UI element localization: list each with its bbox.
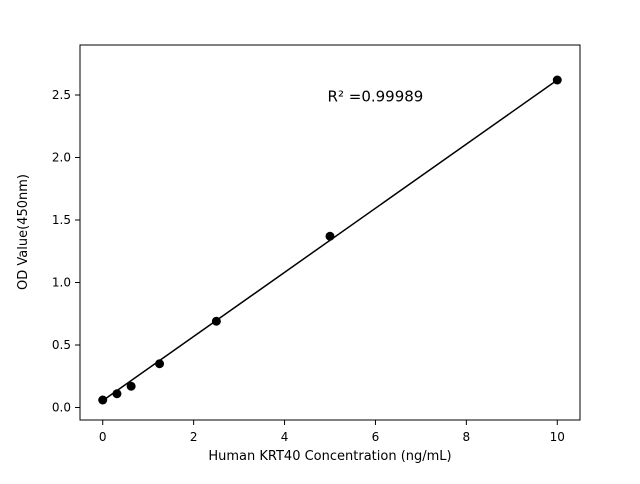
x-tick-label: 10 — [550, 430, 565, 444]
data-point — [155, 359, 165, 369]
y-axis-label: OD Value(450nm) — [16, 174, 31, 290]
y-tick-label: 2.0 — [52, 151, 71, 165]
data-point — [325, 231, 335, 241]
y-tick-label: 1.0 — [52, 276, 71, 290]
y-tick-label: 2.5 — [52, 88, 71, 102]
x-axis-label: Human KRT40 Concentration (ng/mL) — [208, 449, 451, 464]
data-point — [98, 395, 108, 405]
x-tick-label: 4 — [281, 430, 289, 444]
data-point — [112, 389, 122, 399]
r-squared-annotation: R² =0.99989 — [328, 87, 424, 105]
data-series — [98, 75, 562, 405]
data-point — [211, 316, 221, 326]
x-tick-label: 0 — [99, 430, 107, 444]
plot-border — [79, 44, 581, 421]
y-tick-label: 0.0 — [52, 401, 71, 415]
x-tick-label: 8 — [463, 430, 471, 444]
x-tick-label: 2 — [190, 430, 198, 444]
data-point — [126, 381, 136, 391]
y-tick-label: 1.5 — [52, 213, 71, 227]
x-tick-label: 6 — [372, 430, 380, 444]
y-tick-label: 0.5 — [52, 338, 71, 352]
axis-ticks: 0 2 4 6 8 10 0.0 0.5 1.0 1.5 2.0 2.5 — [52, 88, 565, 444]
data-point — [552, 75, 562, 85]
